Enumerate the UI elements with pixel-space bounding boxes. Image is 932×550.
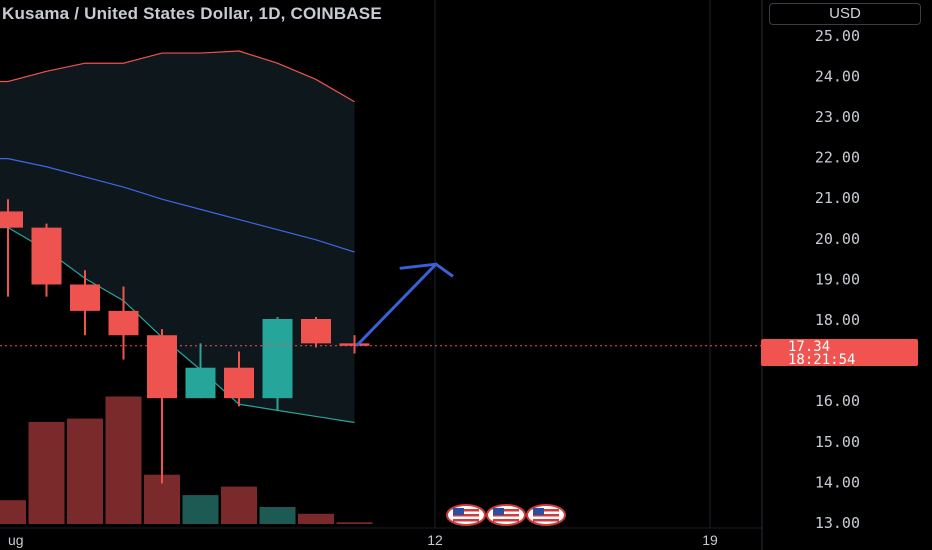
chart-title: Kusama / United States Dollar, 1D, COINB… xyxy=(2,4,382,23)
price-axis[interactable]: 25.00 24.00 23.00 22.00 21.00 20.00 19.00 18.00… xyxy=(761,0,860,550)
price-tick-label: 14.00 xyxy=(815,473,860,491)
price-tick-label: 13.00 xyxy=(815,514,860,532)
events-row[interactable] xyxy=(446,504,566,526)
price-tick-label: 22.00 xyxy=(815,149,860,167)
last-price-value: 17.34 xyxy=(788,339,831,355)
price-tick-label: 21.00 xyxy=(815,189,860,207)
volume-bar xyxy=(336,522,373,524)
candlesticks xyxy=(0,199,370,484)
candle-body xyxy=(0,211,23,228)
candle-body xyxy=(262,319,293,399)
us-flag-icon[interactable] xyxy=(486,504,526,526)
price-tick-label: 19.00 xyxy=(815,270,860,288)
volume-bar xyxy=(298,513,334,524)
price-tick-label: 25.00 xyxy=(815,27,860,45)
price-tick-label: 16.00 xyxy=(815,392,860,410)
time-tick-label: 12 xyxy=(427,532,443,548)
candle-body xyxy=(70,284,100,311)
candle-body xyxy=(185,367,216,399)
chart-overlay xyxy=(0,262,762,347)
time-tick-label: ug xyxy=(8,532,24,548)
bar-countdown: 18:21:54 xyxy=(788,352,856,368)
candle-body xyxy=(224,367,254,399)
candle-body xyxy=(31,227,62,285)
last-price-badge: 17.34 18:21:54 xyxy=(761,339,918,368)
volume-bar xyxy=(0,500,26,524)
us-flag-icon[interactable] xyxy=(446,504,486,526)
time-tick-label: 19 xyxy=(702,532,718,548)
price-tick-label: 24.00 xyxy=(815,67,860,85)
time-axis[interactable]: ug 12 19 xyxy=(8,532,718,548)
upper-band-line xyxy=(0,50,355,103)
volume-bar xyxy=(259,507,296,524)
currency-button[interactable]: USD xyxy=(769,3,921,25)
projection-arrow-head xyxy=(399,262,438,270)
candle-body xyxy=(147,335,177,399)
price-tick-label: 15.00 xyxy=(815,433,860,451)
price-tick-label: 23.00 xyxy=(815,108,860,126)
candle-body xyxy=(108,310,139,336)
volume-bars xyxy=(0,396,373,524)
volume-bar xyxy=(221,486,257,524)
volume-bar xyxy=(105,396,142,524)
us-flag-icon[interactable] xyxy=(526,504,566,526)
volume-bar xyxy=(182,495,219,524)
price-tick-label: 20.00 xyxy=(815,230,860,248)
candle-body xyxy=(301,319,331,344)
price-tick-label: 18.00 xyxy=(815,311,860,329)
candle-body xyxy=(339,343,370,346)
volume-bar xyxy=(28,422,65,524)
volume-bar xyxy=(67,418,103,524)
basis-line xyxy=(0,158,355,253)
